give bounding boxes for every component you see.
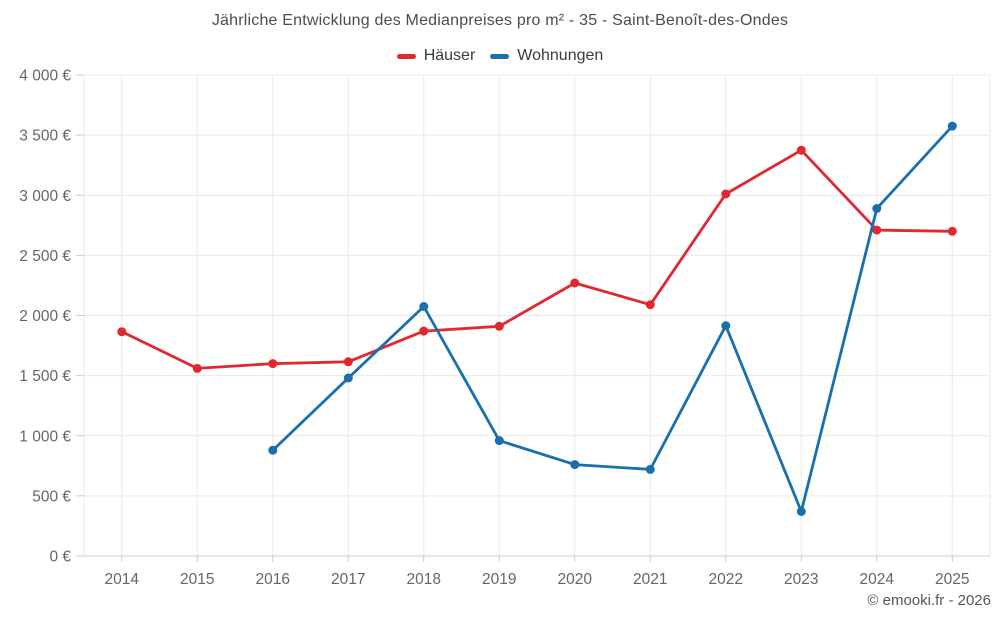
- data-point-haeuser-2017[interactable]: [343, 357, 353, 367]
- data-point-haeuser-2021[interactable]: [645, 300, 655, 310]
- data-point-haeuser-2022[interactable]: [721, 189, 731, 199]
- y-tick-label: 4 000 €: [19, 68, 71, 85]
- copyright: © emooki.fr - 2026: [867, 592, 991, 609]
- x-tick-label: 2018: [407, 571, 441, 588]
- data-point-haeuser-2025[interactable]: [947, 226, 957, 236]
- series-line-wohnungen: [271, 124, 954, 513]
- x-tick-label: 2015: [180, 571, 214, 588]
- x-tick-label: 2024: [860, 571, 895, 588]
- y-tick-label: 1 500 €: [19, 368, 71, 385]
- data-point-wohnungen-2021[interactable]: [645, 464, 655, 474]
- data-point-haeuser-2016[interactable]: [268, 359, 278, 369]
- data-point-wohnungen-2023[interactable]: [796, 507, 806, 516]
- data-point-wohnungen-2019[interactable]: [494, 436, 504, 446]
- legend-item-haeuser[interactable]: Häuser: [396, 47, 476, 65]
- data-point-wohnungen-2020[interactable]: [570, 460, 580, 470]
- legend-label-haeuser: Häuser: [423, 47, 476, 64]
- data-point-haeuser-2014[interactable]: [117, 327, 127, 337]
- x-tick-label: 2019: [482, 571, 516, 588]
- x-tick-label: 2025: [935, 571, 969, 588]
- y-tick-label: 2 500 €: [19, 248, 71, 265]
- data-point-haeuser-2019[interactable]: [494, 321, 504, 331]
- x-tick-label: 2016: [256, 571, 290, 588]
- x-tick-label: 2023: [784, 571, 818, 588]
- data-point-haeuser-2018[interactable]: [419, 326, 429, 336]
- legend-item-wohnungen[interactable]: Wohnungen: [490, 47, 603, 65]
- chart-title: Jährliche Entwicklung des Medianpreises …: [211, 12, 789, 29]
- data-point-wohnungen-2016[interactable]: [268, 445, 278, 455]
- legend-swatch-wohnungen-icon: [490, 53, 510, 59]
- data-point-haeuser-2024[interactable]: [872, 225, 882, 235]
- data-point-wohnungen-2018[interactable]: [419, 302, 429, 311]
- x-tick-label: 2022: [709, 571, 743, 588]
- data-point-haeuser-2023[interactable]: [796, 145, 806, 155]
- y-tick-label: 3 000 €: [19, 188, 71, 205]
- y-tick-label: 1 000 €: [19, 428, 71, 445]
- y-tick-label: 500 €: [32, 488, 71, 505]
- x-tick-label: 2020: [558, 571, 593, 588]
- data-point-haeuser-2015[interactable]: [192, 363, 202, 373]
- data-point-wohnungen-2017[interactable]: [343, 373, 353, 383]
- legend-swatch-haeuser-icon: [396, 53, 416, 59]
- data-point-wohnungen-2025[interactable]: [947, 121, 957, 131]
- x-tick-label: 2014: [105, 571, 140, 588]
- chart-legend: Häuser Wohnungen: [0, 47, 1000, 65]
- x-tick-label: 2021: [633, 571, 667, 588]
- y-tick-label: 2 000 €: [19, 308, 71, 325]
- y-tick-label: 3 500 €: [19, 128, 71, 145]
- x-tick-label: 2017: [331, 571, 365, 588]
- data-point-wohnungen-2022[interactable]: [721, 321, 731, 331]
- series-line-haeuser: [120, 148, 954, 370]
- legend-label-wohnungen: Wohnungen: [517, 47, 604, 64]
- data-point-haeuser-2020[interactable]: [570, 278, 580, 288]
- y-tick-label: 0 €: [49, 549, 71, 566]
- data-point-wohnungen-2024[interactable]: [872, 204, 882, 213]
